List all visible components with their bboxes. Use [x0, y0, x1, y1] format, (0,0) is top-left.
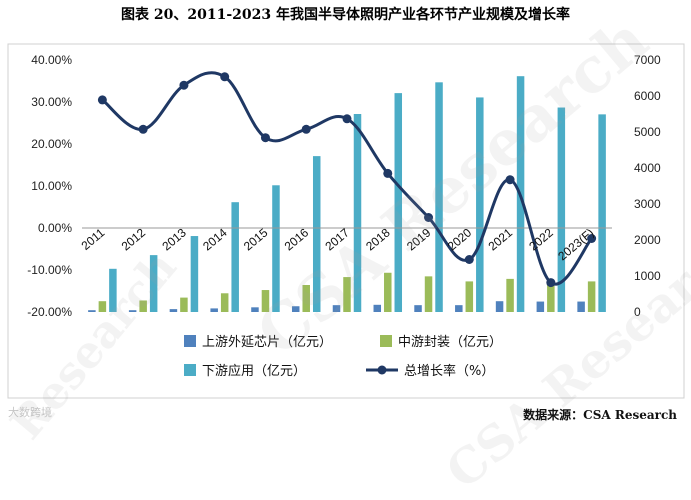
line-layer	[97, 71, 597, 288]
watermark-brand: 大数跨境	[8, 406, 52, 419]
bar-s1-2018	[384, 272, 392, 312]
bar-s2-2015	[272, 185, 280, 312]
bar-s1-2023(F)	[587, 281, 596, 312]
right-tick-label: 0	[634, 305, 641, 319]
legend-marker	[377, 365, 387, 375]
growth-point-2012	[138, 124, 148, 134]
bar-s1-2019	[424, 276, 433, 312]
x-tick-label: 2021	[486, 225, 516, 253]
chart-frame	[7, 43, 685, 399]
bar-s2-2016	[312, 156, 321, 312]
bar-s2-2018	[394, 93, 403, 313]
bar-s0-2022	[536, 301, 545, 312]
x-tick-label: 2011	[79, 225, 108, 253]
bars-layer	[82, 76, 612, 313]
x-tick-label: 2015	[241, 225, 271, 253]
chart-title: 图表 20、2011-2023 年我国半导体照明产业各环节产业规模及增长率	[121, 7, 570, 23]
bar-s1-2021	[506, 278, 514, 312]
bar-s0-2014	[210, 308, 218, 312]
growth-point-2020	[464, 255, 474, 264]
legend-swatch	[380, 335, 392, 347]
bar-s0-2018	[373, 304, 382, 312]
right-tick-label: 5000	[634, 125, 661, 139]
bar-s2-2017	[353, 114, 362, 312]
growth-point-2017	[342, 114, 352, 124]
bar-s0-2021	[495, 301, 504, 312]
bar-s0-2016	[291, 306, 300, 312]
right-tick-label: 2000	[634, 233, 661, 247]
bar-s2-2019	[435, 82, 443, 312]
right-tick-label: 4000	[634, 161, 661, 175]
x-tick-label: 2014	[200, 225, 230, 253]
legend-swatch	[184, 364, 196, 376]
right-axis: 0 1000 2000 3000 4000 5000 6000 7000	[634, 53, 661, 319]
legend-label: 中游封装（亿元）	[398, 335, 502, 350]
growth-point-2019	[424, 213, 434, 222]
left-tick-label: 40.00%	[31, 53, 72, 67]
left-tick-label: 30.00%	[31, 95, 72, 109]
source-note: 数据来源：CSA Research	[523, 408, 677, 422]
bar-s1-2013	[180, 297, 188, 312]
legend-label: 总增长率（%）	[404, 363, 494, 379]
x-tick-label: 2013	[159, 225, 189, 253]
right-tick-label: 1000	[634, 269, 661, 283]
legend-label: 下游应用（亿元）	[202, 363, 306, 379]
x-tick-label: 2016	[282, 225, 312, 253]
growth-point-2016	[301, 124, 311, 134]
bar-s1-2015	[261, 290, 270, 312]
bar-s0-2013	[169, 309, 178, 312]
left-tick-label: 0.00%	[38, 221, 72, 235]
growth-point-2013	[179, 80, 189, 90]
bar-s0-2020	[455, 305, 463, 312]
bar-s2-2020	[476, 97, 484, 312]
growth-point-2015	[260, 133, 270, 143]
bar-s1-2022	[547, 280, 555, 312]
bar-s2-2012	[149, 255, 158, 312]
legend-label: 上游外延芯片（亿元）	[202, 335, 332, 350]
bar-s1-2014	[220, 293, 229, 312]
left-tick-label: 20.00%	[31, 137, 72, 151]
right-tick-label: 7000	[634, 53, 661, 67]
bar-s2-2023(F)	[598, 114, 606, 312]
right-tick-label: 3000	[634, 197, 661, 211]
bar-s2-2022	[557, 107, 566, 313]
bar-s1-2016	[302, 285, 310, 312]
bar-s0-2015	[251, 307, 259, 312]
growth-point-2021	[505, 175, 515, 185]
left-axis: -20.00% -10.00% 0.00% 10.00% 20.00% 30.00% 40.…	[27, 53, 72, 319]
bar-s2-2013	[190, 236, 199, 312]
legend-swatch	[184, 335, 196, 347]
bar-s1-2017	[343, 277, 351, 312]
left-tick-label: -20.00%	[27, 305, 72, 319]
growth-point-2014	[220, 72, 230, 82]
growth-point-2023(F)	[587, 234, 597, 243]
growth-point-2011	[97, 95, 107, 105]
bar-s2-2011	[109, 268, 117, 312]
bar-s1-2020	[465, 281, 474, 312]
legend: 上游外延芯片（亿元） 中游封装（亿元） 下游应用（亿元） 总增长率（%）	[184, 335, 502, 379]
bar-s0-2017	[332, 305, 341, 312]
growth-point-2022	[546, 278, 556, 288]
bar-s0-2019	[414, 305, 422, 312]
bar-s0-2023(F)	[577, 301, 585, 312]
chart-svg: -20.00% -10.00% 0.00% 10.00% 20.00% 30.00% 40.…	[7, 43, 685, 399]
right-tick-label: 6000	[634, 89, 661, 103]
bar-s0-2011	[88, 310, 96, 312]
bar-s0-2012	[128, 310, 137, 312]
bar-s1-2012	[139, 300, 147, 312]
bar-s2-2014	[231, 202, 239, 312]
bar-s1-2011	[98, 301, 107, 312]
left-tick-label: -10.00%	[27, 263, 72, 277]
left-tick-label: 10.00%	[31, 179, 72, 193]
growth-point-2018	[383, 168, 393, 178]
